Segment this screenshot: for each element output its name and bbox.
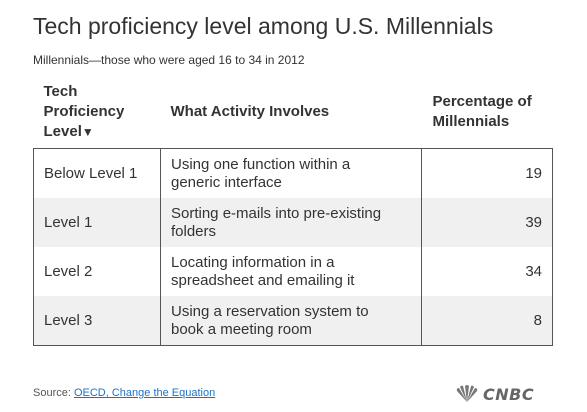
activity-line2: spreadsheet and emailing it <box>171 271 355 289</box>
cell-activity: Using a reservation system to book a meet… <box>160 296 422 346</box>
cell-percentage: 34 <box>421 247 553 296</box>
header-proficiency-line3: Level <box>43 123 82 140</box>
table-row: Level 1 Sorting e-mails into pre-existin… <box>33 198 553 247</box>
cell-percentage: 39 <box>421 198 553 247</box>
activity-line1: Locating information in a <box>171 253 335 271</box>
chart-subtitle: Millennials—those who were aged 16 to 34… <box>33 53 305 67</box>
cell-level: Below Level 1 <box>33 148 161 198</box>
cell-activity: Sorting e-mails into pre-existing folders <box>160 198 422 247</box>
sort-down-icon[interactable]: ▼ <box>81 125 94 139</box>
header-percentage[interactable]: Percentage of Millennials <box>421 78 553 149</box>
table-row: Level 2 Locating information in a spreads… <box>33 247 553 296</box>
cell-level: Level 2 <box>33 247 161 296</box>
cell-level: Level 1 <box>33 198 161 247</box>
source-link[interactable]: OECD, Change the Equation <box>73 387 216 399</box>
header-proficiency-line2: Proficiency <box>43 103 125 120</box>
cell-activity: Using one function within a generic inter… <box>160 148 422 198</box>
header-percentage-line2: Millennials <box>432 113 510 130</box>
cnbc-logo-text: CNBC <box>483 384 535 404</box>
peacock-icon <box>456 385 478 402</box>
cnbc-logo: CNBC <box>455 382 534 406</box>
activity-line2: generic interface <box>171 173 282 191</box>
source-note: Source: OECD, Change the Equation <box>33 387 215 399</box>
table-header-row: Tech Proficiency Level▼ What Activity In… <box>33 78 553 149</box>
chart-title: Tech proficiency level among U.S. Millen… <box>33 13 494 39</box>
cell-activity: Locating information in a spreadsheet and… <box>160 247 422 296</box>
header-activity-label: What Activity Involves <box>170 103 330 120</box>
activity-line1: Using a reservation system to <box>171 302 369 320</box>
proficiency-table: Tech Proficiency Level▼ What Activity In… <box>33 78 553 346</box>
cell-percentage: 8 <box>421 296 553 346</box>
activity-line1: Sorting e-mails into pre-existing <box>171 204 382 222</box>
header-percentage-line1: Percentage of <box>432 93 532 110</box>
activity-line1: Using one function within a <box>171 155 351 173</box>
activity-line2: folders <box>171 222 217 240</box>
cell-level: Level 3 <box>33 296 161 346</box>
cell-percentage: 19 <box>421 148 553 198</box>
table-row: Below Level 1 Using one function within … <box>33 148 553 198</box>
header-activity[interactable]: What Activity Involves <box>160 78 422 149</box>
header-proficiency-line1: Tech <box>43 83 78 100</box>
table-row: Level 3 Using a reservation system to boo… <box>33 296 553 346</box>
activity-line2: book a meeting room <box>171 320 312 338</box>
header-proficiency-level[interactable]: Tech Proficiency Level▼ <box>33 78 161 149</box>
source-prefix: Source: <box>33 387 74 399</box>
